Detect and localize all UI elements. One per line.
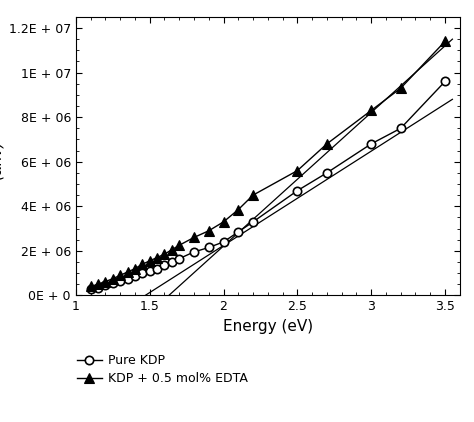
Pure KDP <box>125 276 130 281</box>
KDP + 0.5 mol% EDTA <box>221 219 227 225</box>
Pure KDP <box>169 260 174 265</box>
KDP + 0.5 mol% EDTA <box>191 235 197 240</box>
Pure KDP <box>250 219 256 225</box>
KDP + 0.5 mol% EDTA <box>294 168 300 173</box>
KDP + 0.5 mol% EDTA <box>162 252 167 257</box>
Pure KDP <box>236 230 241 235</box>
KDP + 0.5 mol% EDTA <box>154 255 160 260</box>
KDP + 0.5 mol% EDTA <box>206 228 211 233</box>
Pure KDP <box>132 274 138 279</box>
KDP + 0.5 mol% EDTA <box>250 192 256 197</box>
KDP + 0.5 mol% EDTA <box>139 262 145 267</box>
Pure KDP <box>147 268 153 273</box>
Pure KDP <box>117 279 123 284</box>
Pure KDP <box>294 188 300 193</box>
Pure KDP <box>206 245 211 250</box>
Pure KDP <box>162 263 167 268</box>
KDP + 0.5 mol% EDTA <box>132 266 138 271</box>
X-axis label: Energy (eV): Energy (eV) <box>223 319 313 334</box>
KDP + 0.5 mol% EDTA <box>117 273 123 278</box>
KDP + 0.5 mol% EDTA <box>110 276 116 281</box>
Pure KDP <box>95 285 101 290</box>
Line: Pure KDP: Pure KDP <box>86 77 449 293</box>
Pure KDP <box>139 271 145 276</box>
Line: KDP + 0.5 mol% EDTA: KDP + 0.5 mol% EDTA <box>86 37 450 291</box>
Y-axis label: (αhν)²: (αhν)² <box>0 133 3 179</box>
KDP + 0.5 mol% EDTA <box>398 86 403 91</box>
Pure KDP <box>102 283 108 288</box>
KDP + 0.5 mol% EDTA <box>176 243 182 248</box>
KDP + 0.5 mol% EDTA <box>88 284 93 289</box>
Pure KDP <box>398 126 403 131</box>
Pure KDP <box>191 249 197 254</box>
Pure KDP <box>88 287 93 292</box>
KDP + 0.5 mol% EDTA <box>324 141 330 146</box>
KDP + 0.5 mol% EDTA <box>95 282 101 287</box>
KDP + 0.5 mol% EDTA <box>368 108 374 113</box>
KDP + 0.5 mol% EDTA <box>102 279 108 284</box>
Legend: Pure KDP, KDP + 0.5 mol% EDTA: Pure KDP, KDP + 0.5 mol% EDTA <box>74 352 251 388</box>
KDP + 0.5 mol% EDTA <box>125 270 130 275</box>
KDP + 0.5 mol% EDTA <box>169 247 174 252</box>
Pure KDP <box>442 79 448 84</box>
Pure KDP <box>324 170 330 176</box>
Pure KDP <box>110 281 116 286</box>
Pure KDP <box>154 266 160 271</box>
Pure KDP <box>221 239 227 244</box>
Pure KDP <box>368 141 374 146</box>
Pure KDP <box>176 256 182 261</box>
KDP + 0.5 mol% EDTA <box>236 207 241 212</box>
KDP + 0.5 mol% EDTA <box>147 258 153 263</box>
KDP + 0.5 mol% EDTA <box>442 39 448 44</box>
